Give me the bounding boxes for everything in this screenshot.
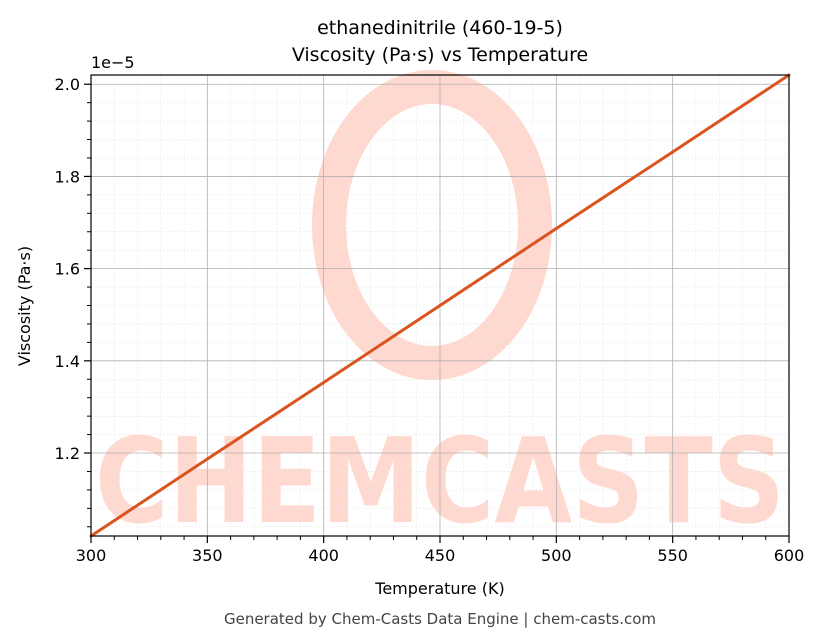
x-tick-label: 350 xyxy=(192,546,223,565)
x-tick-label: 400 xyxy=(308,546,339,565)
x-tick-label: 600 xyxy=(774,546,805,565)
data-point xyxy=(206,458,209,461)
y-tick-label: 1.4 xyxy=(55,352,80,371)
y-offset-label: 1e−5 xyxy=(91,53,135,72)
x-tick-label: 550 xyxy=(657,546,688,565)
y-axis-label: Viscosity (Pa·s) xyxy=(15,246,34,366)
x-tick-label: 300 xyxy=(76,546,107,565)
data-point xyxy=(439,304,442,307)
x-axis-label: Temperature (K) xyxy=(374,579,504,598)
y-tick-label: 1.2 xyxy=(55,444,80,463)
watermark-logo-ring xyxy=(329,87,535,363)
data-point xyxy=(671,150,674,153)
y-tick-label: 1.8 xyxy=(55,167,80,186)
chart-subtitle: Viscosity (Pa·s) vs Temperature xyxy=(292,44,588,66)
data-point xyxy=(555,227,558,230)
footer-credit: Generated by Chem-Casts Data Engine | ch… xyxy=(224,610,656,628)
chart-title: ethanedinitrile (460-19-5) xyxy=(317,17,563,39)
y-tick-label: 1.6 xyxy=(55,260,80,279)
data-point xyxy=(322,381,325,384)
x-tick-label: 500 xyxy=(541,546,572,565)
x-tick-label: 450 xyxy=(425,546,456,565)
y-tick-label: 2.0 xyxy=(55,75,80,94)
